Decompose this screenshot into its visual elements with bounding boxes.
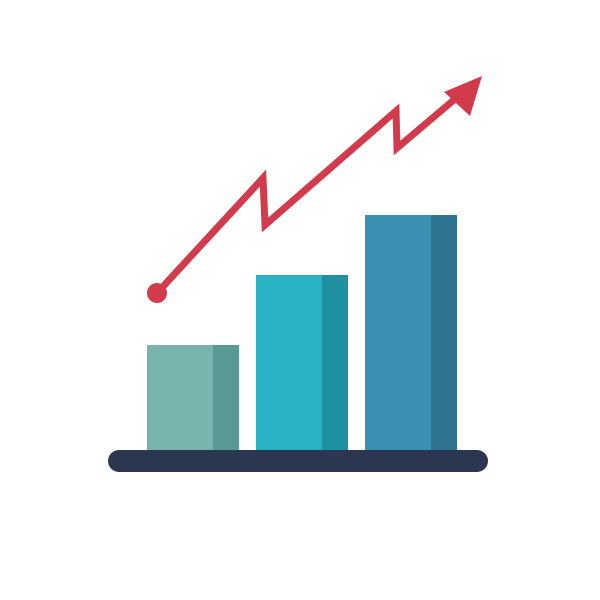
chart-svg <box>0 0 600 600</box>
trend-arrow-start-dot <box>147 283 167 303</box>
chart-base <box>108 450 488 472</box>
growth-bar-chart-icon <box>0 0 600 600</box>
bar-3 <box>365 215 457 450</box>
bar-1 <box>147 345 239 450</box>
bar-2 <box>256 275 348 450</box>
